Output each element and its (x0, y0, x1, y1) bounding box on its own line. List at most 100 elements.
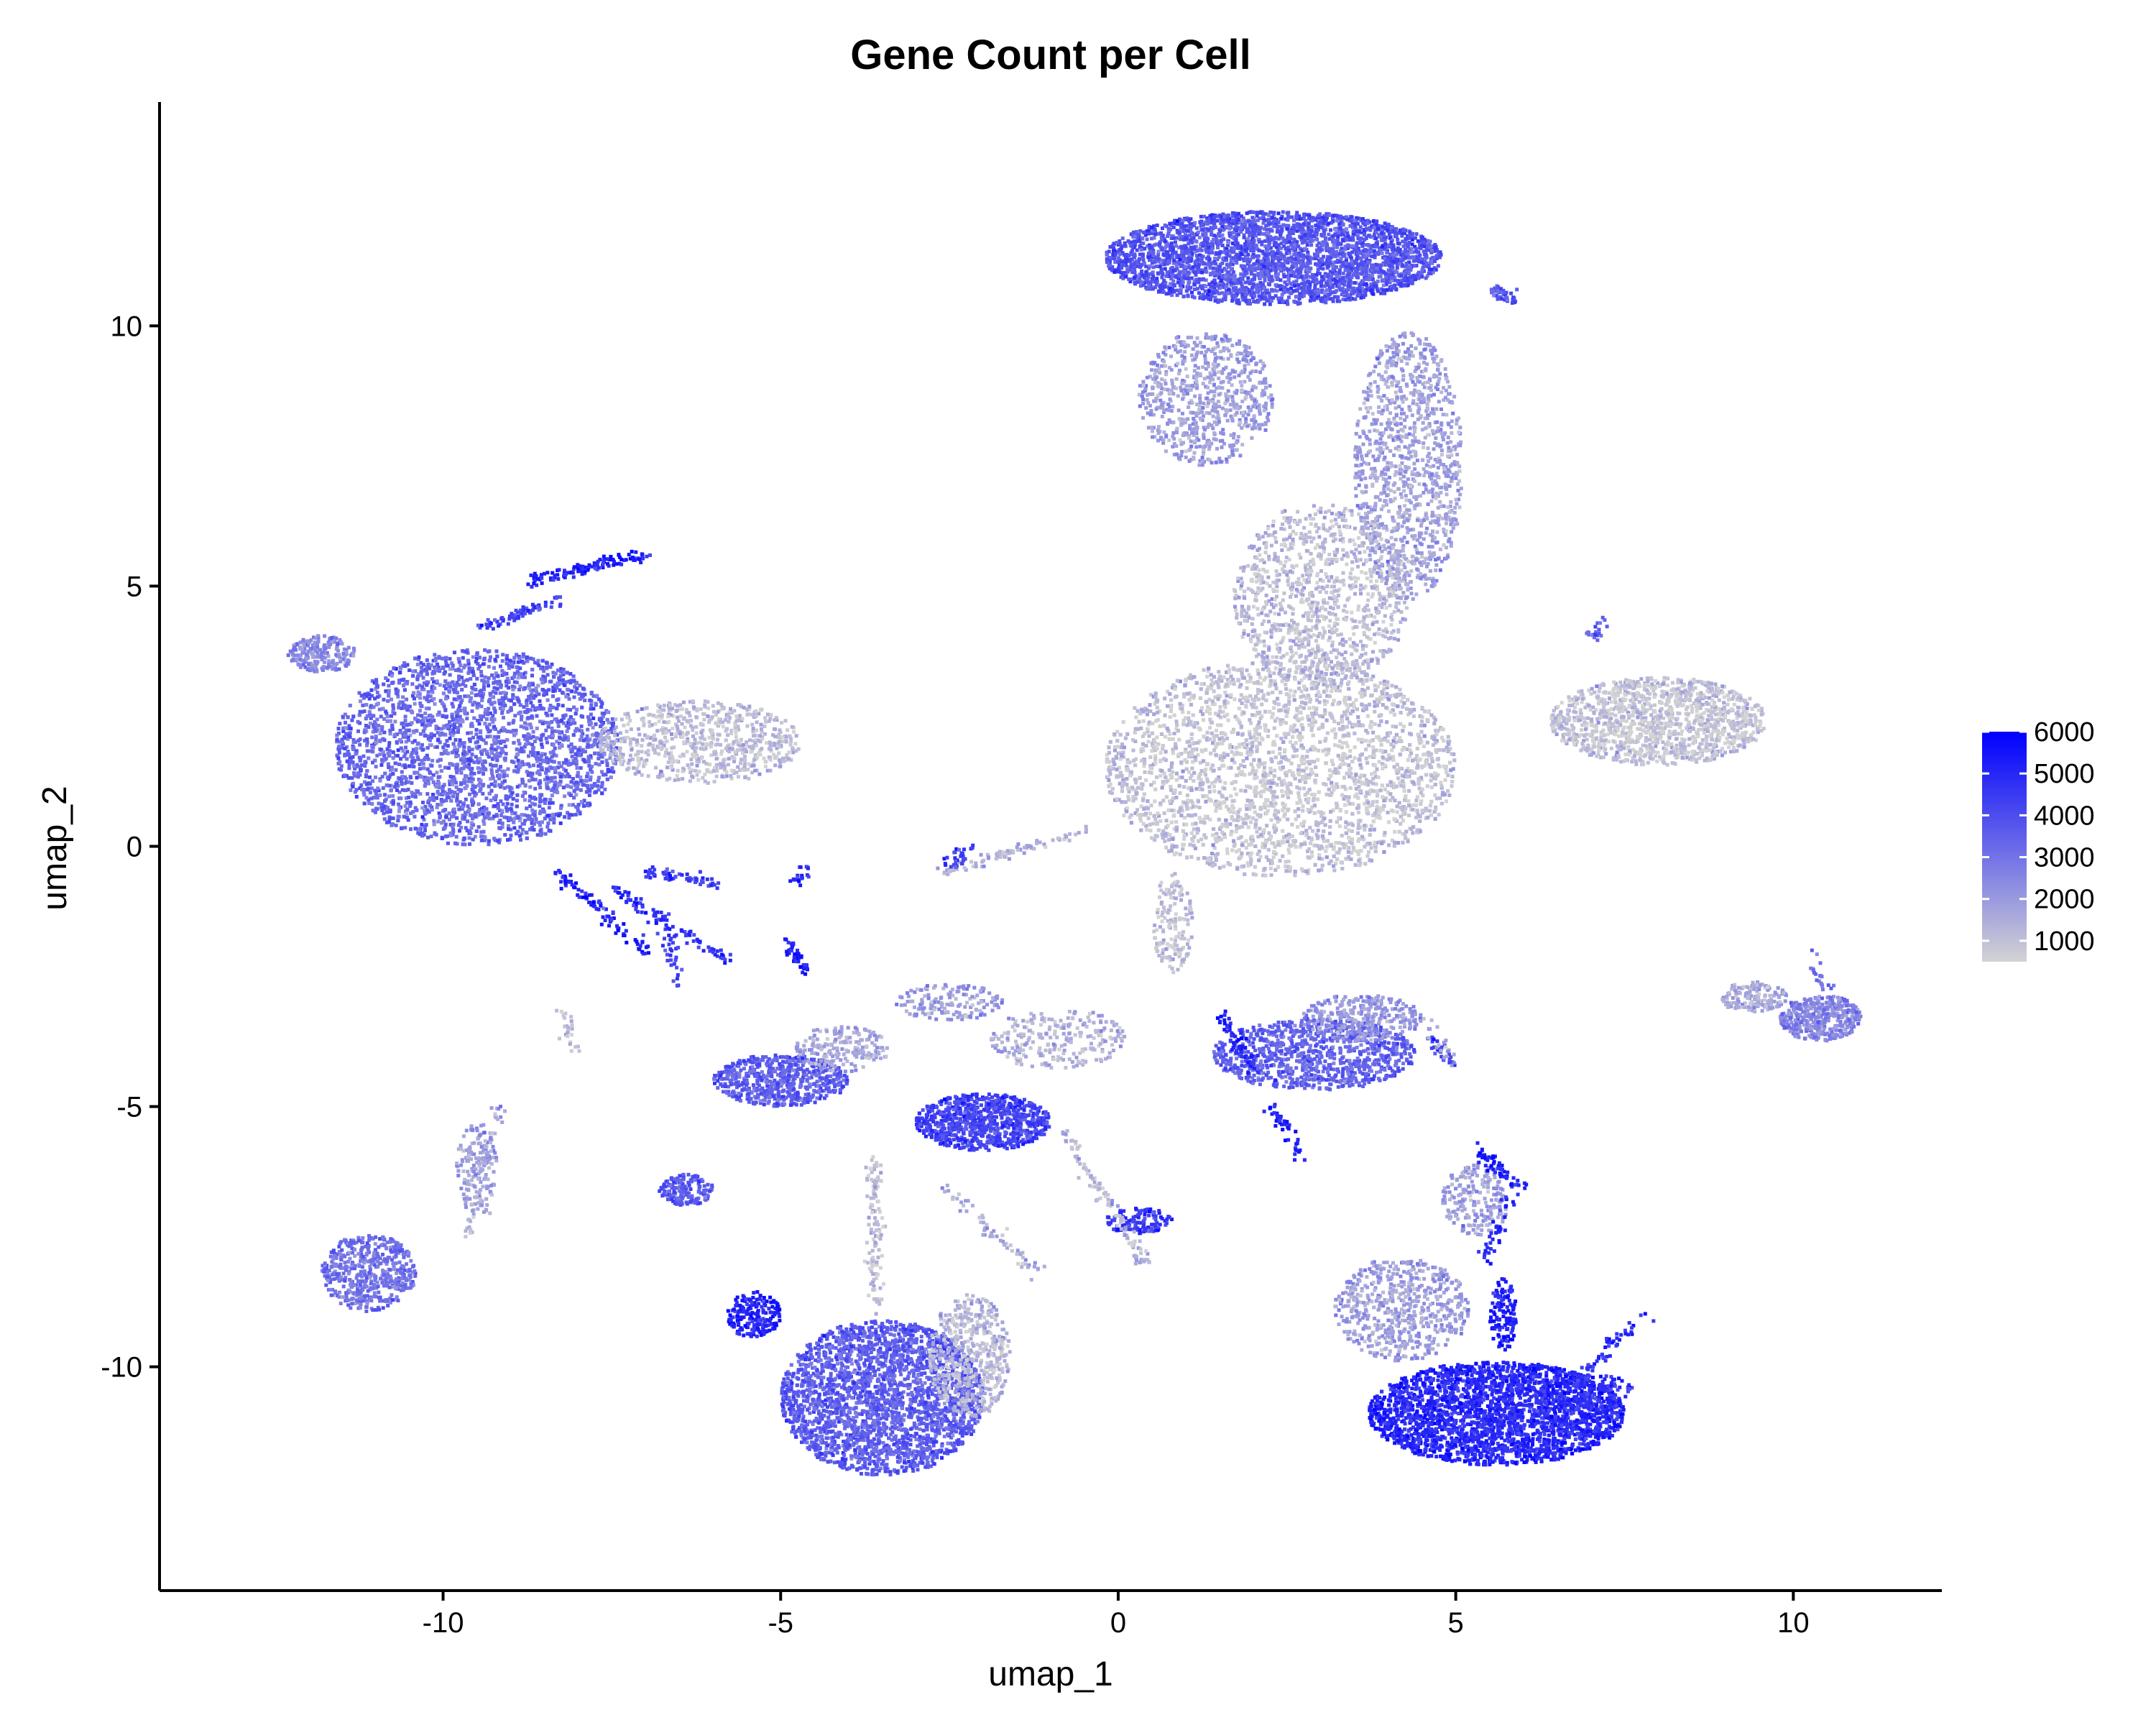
cell-point (1247, 240, 1250, 244)
cell-point (1244, 293, 1248, 297)
cell-point (1199, 417, 1202, 420)
cell-point (1439, 408, 1443, 411)
cell-point (1411, 380, 1415, 384)
cell-point (1195, 387, 1199, 390)
cell-point (1422, 376, 1426, 380)
cell-point (1176, 293, 1179, 297)
cell-point (1399, 386, 1402, 390)
cell-point (1433, 349, 1437, 352)
cell-point (1276, 230, 1279, 234)
cell-point (1319, 298, 1322, 301)
cell-point (1162, 279, 1166, 282)
cell-point (1458, 505, 1462, 509)
cell-point (1175, 336, 1179, 340)
cell-point (1270, 275, 1273, 279)
cell-point (1229, 262, 1233, 266)
cell-point (1140, 248, 1143, 252)
cell-point (1325, 247, 1328, 250)
cell-point (1414, 592, 1418, 596)
cell-point (1439, 443, 1442, 447)
cell-point (1394, 364, 1398, 367)
cell-point (1281, 263, 1284, 267)
cell-point (1110, 267, 1113, 271)
cell-point (1393, 561, 1396, 564)
cell-point (1396, 266, 1399, 270)
cell-point (1291, 226, 1295, 229)
cell-point (1412, 462, 1416, 466)
cell-point (1215, 238, 1218, 242)
cell-point (1396, 279, 1399, 282)
cell-point (1186, 229, 1189, 233)
cell-point (1438, 372, 1442, 376)
cell-point (1344, 298, 1348, 301)
cell-point (1141, 242, 1145, 245)
cell-point (1198, 236, 1202, 239)
cell-point (1375, 219, 1378, 223)
cell-point (1268, 222, 1271, 226)
cell-point (1386, 446, 1389, 450)
cell-point (1372, 369, 1376, 373)
cell-point (1360, 457, 1364, 461)
cell-point (1210, 216, 1213, 220)
cell-point (1455, 498, 1458, 502)
cell-point (1225, 263, 1229, 267)
cell-point (1393, 248, 1397, 252)
cell-point (1376, 280, 1380, 283)
cell-point (1135, 249, 1139, 252)
cell-point (1453, 506, 1457, 510)
cell-point (1321, 267, 1325, 270)
cell-point (1343, 247, 1347, 251)
cell-point (1408, 408, 1411, 411)
cell-point (1172, 226, 1176, 229)
cell-point (1455, 502, 1459, 506)
cell-point (1235, 441, 1238, 444)
cell-point (1157, 290, 1161, 293)
cell-point (1276, 272, 1280, 276)
cell-point (1227, 213, 1230, 217)
cell-point (1176, 394, 1180, 397)
cell-point (1201, 456, 1204, 459)
cell-point (1381, 409, 1385, 413)
cell-point (1273, 262, 1276, 266)
cell-point (1317, 214, 1320, 218)
cell-point (1201, 365, 1204, 369)
cell-point (1364, 484, 1368, 488)
cell-point (1390, 530, 1393, 533)
cell-point (1314, 233, 1318, 236)
cell-point (1207, 246, 1210, 249)
cell-point (1370, 269, 1373, 272)
cell-point (1423, 356, 1427, 360)
cell-point (1414, 497, 1418, 501)
cell-point (1354, 249, 1358, 252)
cell-point (1171, 405, 1174, 408)
cell-point (1180, 441, 1184, 445)
cell-point (1440, 453, 1444, 456)
cell-point (1272, 224, 1276, 228)
cell-point (1309, 225, 1313, 229)
cell-point (1440, 431, 1444, 435)
cell-point (1159, 391, 1163, 395)
cell-point (1195, 240, 1199, 244)
cell-point (1422, 398, 1426, 402)
cell-point (1368, 443, 1372, 446)
cell-point (1149, 280, 1153, 284)
cell-point (1176, 219, 1179, 223)
cell-point (1425, 464, 1429, 467)
cell-point (1133, 262, 1136, 266)
cell-point (1164, 435, 1168, 438)
cell-point (1449, 464, 1452, 468)
cell-point (1253, 273, 1256, 277)
cell-point (1175, 264, 1179, 267)
cell-point (1214, 262, 1217, 266)
cell-point (1186, 249, 1189, 253)
cell-point (1156, 394, 1160, 397)
cell-point (1240, 384, 1243, 387)
cell-point (1383, 226, 1387, 229)
cell-point (1378, 498, 1382, 502)
cell-point (1178, 369, 1181, 372)
cell-point (1382, 431, 1386, 435)
cell-point (1320, 234, 1324, 237)
cell-point (1202, 223, 1205, 226)
cell-point (1396, 430, 1400, 433)
